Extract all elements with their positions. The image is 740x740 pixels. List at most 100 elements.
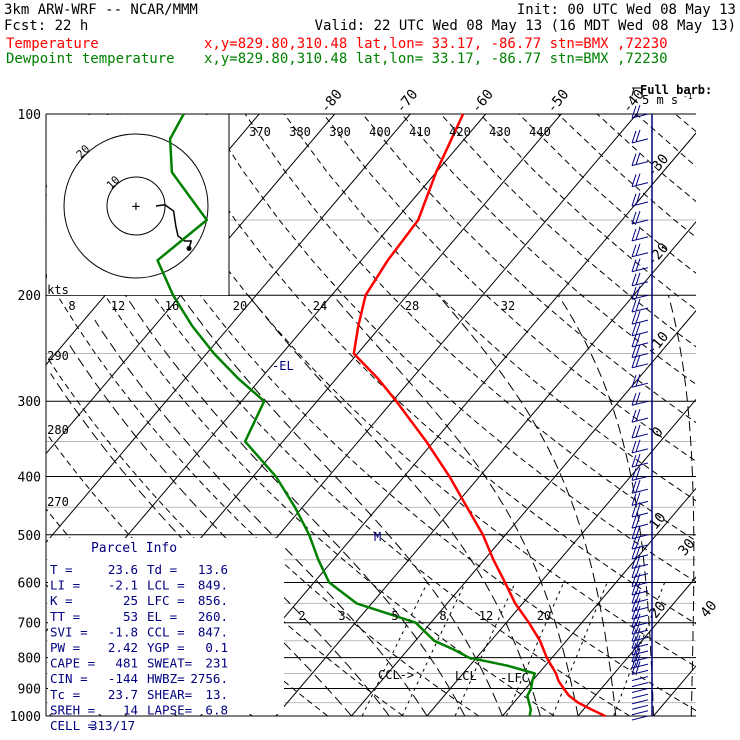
- temperature-location: x,y=829.80,310.48 lat,lon= 33.17, -86.77…: [204, 36, 668, 52]
- parcel-row-label: K =: [50, 593, 73, 608]
- wind-barb: [631, 661, 649, 675]
- parcel-row-label: YGP =: [147, 640, 185, 655]
- wind-barb-flag: [635, 635, 641, 648]
- parcel-row-value: 25: [123, 593, 138, 608]
- wind-barb-flag: [631, 642, 637, 656]
- temperature-legend: Temperature: [6, 36, 99, 52]
- wind-barb: [631, 676, 649, 682]
- theta-e-label: 440: [529, 125, 551, 139]
- wind-barb-staff: [631, 669, 649, 675]
- wind-barb: [631, 687, 649, 693]
- wind-barb: [631, 104, 649, 119]
- dewpoint-legend: Dewpoint temperature: [6, 51, 175, 67]
- dry-adiabat-label: 280: [47, 423, 69, 437]
- wind-barb-flag: [635, 243, 641, 256]
- wind-barb: [631, 392, 649, 406]
- temperature-profile: [352, 113, 606, 718]
- wind-barb-flag: [631, 536, 637, 550]
- hodograph-unit-label: kts: [47, 283, 69, 297]
- isotherm: [426, 398, 696, 716]
- wind-barb-flag: [631, 425, 637, 439]
- wind-barb-flag: [631, 636, 637, 649]
- dry-adiabat-label: 290: [47, 349, 69, 363]
- barb-legend-value: 5 m s: [642, 93, 678, 107]
- isotherm: [577, 576, 696, 716]
- wind-barb-staff: [631, 161, 649, 167]
- wind-barb-flag: [631, 607, 637, 620]
- pressure-label-200: 200: [18, 289, 41, 304]
- wind-barb-flag: [635, 467, 641, 480]
- barb-legend-icon: [631, 87, 642, 97]
- wind-barb-flag: [635, 555, 641, 568]
- hodograph-speed-label: 12: [111, 299, 125, 313]
- wind-barb: [631, 704, 649, 710]
- wind-barb: [631, 298, 649, 313]
- dry-adiabat: [46, 191, 555, 716]
- wind-barb-flag: [635, 453, 641, 467]
- parcel-row-label: SREH =: [50, 702, 95, 717]
- isotherm-label: 10: [646, 510, 669, 533]
- isotherm-label: -20: [644, 240, 673, 270]
- parcel-row-label: LCL =: [147, 578, 185, 593]
- wind-barb: [631, 258, 649, 273]
- wind-barb: [631, 322, 649, 337]
- wind-barb: [631, 173, 649, 188]
- isotherm: [351, 309, 696, 716]
- dry-adiabat: [49, 114, 630, 716]
- parcel-row-value: 849.: [198, 578, 228, 593]
- parcel-info-panel: [48, 538, 284, 714]
- header: 3km ARW-WRF -- NCAR/MMM Fcst: 22 h Init:…: [4, 2, 736, 107]
- parcel-row-value: 847.: [198, 624, 228, 639]
- wind-barb-staff: [631, 417, 649, 423]
- wind-barb: [631, 227, 649, 242]
- wind-barb-staff: [631, 676, 649, 682]
- hodograph-ring: [63, 133, 209, 279]
- wind-barb-staff: [631, 219, 649, 225]
- wind-barb-flag: [635, 628, 641, 641]
- wind-barb-flag: [631, 299, 637, 313]
- wind-barb-flag: [631, 565, 637, 578]
- wind-barb-flag: [631, 614, 637, 627]
- barb-legend-title: Full barb:: [640, 83, 712, 97]
- wind-barb-flag: [631, 228, 637, 242]
- wind-barb-staff: [631, 715, 649, 721]
- parcel-row-value: 481: [115, 656, 138, 671]
- wind-barb-flag: [631, 599, 637, 612]
- wind-barb-flag: [631, 130, 637, 144]
- dewpoint-profile: [156, 113, 537, 717]
- ccl-marker: CCL->: [378, 668, 414, 682]
- wind-barb: [631, 354, 649, 369]
- pressure-label-800: 800: [18, 652, 41, 667]
- parcel-row-value: 260.: [198, 609, 228, 624]
- wind-barb-flag: [631, 662, 637, 675]
- wind-barb-flag: [635, 298, 641, 312]
- pressure-label-1000: 1000: [10, 710, 41, 725]
- wind-barb-flag: [631, 504, 637, 518]
- wind-barb-flag: [631, 454, 637, 468]
- wind-barb-flag: [635, 272, 641, 285]
- dry-adiabat: [714, 114, 740, 716]
- wind-barb-flag: [631, 193, 637, 207]
- wind-barb-flag: [635, 286, 641, 299]
- moist-adiabat: [94, 319, 428, 716]
- wind-barb-flag: [635, 620, 641, 634]
- hodograph-end-dot: [186, 246, 192, 251]
- m-marker: M: [374, 530, 381, 544]
- parcel-row-value: 2756.: [190, 671, 228, 686]
- moist-adiabat: [50, 373, 352, 716]
- dry-adiabat: [127, 114, 696, 668]
- wind-barb-flag: [635, 641, 641, 655]
- wind-barb-flag: [635, 564, 641, 577]
- wind-barb: [631, 492, 649, 506]
- wind-barb-flag: [631, 591, 637, 604]
- wind-barbs: [631, 104, 653, 721]
- wind-barb-staff: [631, 307, 649, 313]
- parcel-row-label: CIN =: [50, 671, 88, 686]
- hodograph-speed-label: 32: [501, 299, 515, 313]
- wind-barb-flag: [631, 393, 637, 406]
- parcel-row-value: -2.1: [108, 578, 138, 593]
- wind-barb: [631, 152, 649, 167]
- wind-barb-staff: [631, 699, 649, 705]
- dry-adiabat: [479, 114, 696, 311]
